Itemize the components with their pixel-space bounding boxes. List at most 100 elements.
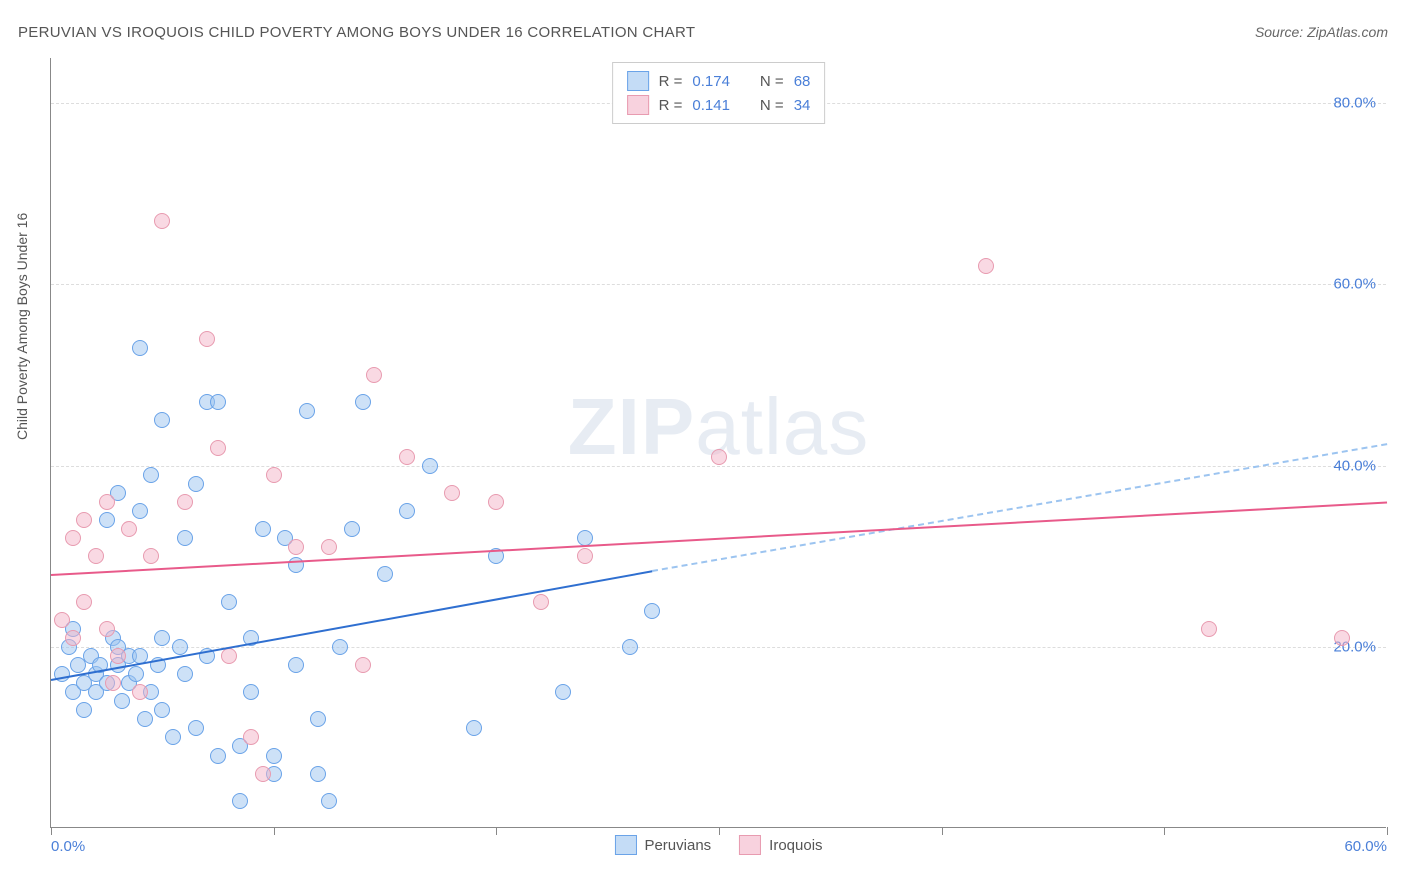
data-point	[555, 684, 571, 700]
data-point	[488, 494, 504, 510]
data-point	[177, 666, 193, 682]
data-point	[177, 530, 193, 546]
gridline-h	[51, 647, 1386, 648]
data-point	[199, 331, 215, 347]
legend-swatch	[739, 835, 761, 855]
n-label: N =	[760, 97, 784, 114]
data-point	[266, 467, 282, 483]
data-point	[299, 403, 315, 419]
n-label: N =	[760, 73, 784, 90]
chart-title: PERUVIAN VS IROQUOIS CHILD POVERTY AMONG…	[18, 24, 1388, 41]
data-point	[132, 684, 148, 700]
trend-line	[51, 502, 1387, 576]
data-point	[154, 702, 170, 718]
data-point	[154, 630, 170, 646]
data-point	[76, 702, 92, 718]
y-tick-label: 40.0%	[1333, 457, 1376, 474]
source-credit: Source: ZipAtlas.com	[1255, 24, 1388, 40]
data-point	[121, 521, 137, 537]
data-point	[154, 412, 170, 428]
data-point	[310, 711, 326, 727]
legend-swatch	[627, 71, 649, 91]
n-value: 34	[794, 97, 811, 114]
data-point	[622, 639, 638, 655]
chart-header: PERUVIAN VS IROQUOIS CHILD POVERTY AMONG…	[18, 24, 1388, 48]
x-tick	[1164, 827, 1165, 835]
data-point	[1334, 630, 1350, 646]
x-tick-label: 60.0%	[1344, 838, 1387, 855]
data-point	[210, 394, 226, 410]
data-point	[143, 467, 159, 483]
stats-legend: R = 0.174 N = 68 R = 0.141 N = 34	[612, 62, 826, 124]
x-tick	[942, 827, 943, 835]
data-point	[377, 566, 393, 582]
data-point	[232, 793, 248, 809]
data-point	[466, 720, 482, 736]
legend-swatch	[614, 835, 636, 855]
data-point	[321, 539, 337, 555]
data-point	[65, 630, 81, 646]
data-point	[355, 657, 371, 673]
gridline-h	[51, 466, 1386, 467]
x-tick	[51, 827, 52, 835]
data-point	[177, 494, 193, 510]
data-point	[577, 548, 593, 564]
data-point	[65, 530, 81, 546]
r-label: R =	[659, 73, 683, 90]
data-point	[243, 684, 259, 700]
series-legend: Peruvians Iroquois	[614, 835, 822, 855]
data-point	[266, 748, 282, 764]
data-point	[288, 539, 304, 555]
legend-label: Iroquois	[769, 837, 822, 854]
data-point	[128, 666, 144, 682]
data-point	[172, 639, 188, 655]
scatter-plot-area: ZIPatlas 20.0%40.0%60.0%80.0%0.0%60.0%R …	[50, 58, 1386, 828]
data-point	[99, 494, 115, 510]
data-point	[711, 449, 727, 465]
data-point	[99, 512, 115, 528]
data-point	[221, 594, 237, 610]
stats-legend-row: R = 0.141 N = 34	[627, 93, 811, 117]
data-point	[366, 367, 382, 383]
n-value: 68	[794, 73, 811, 90]
data-point	[332, 639, 348, 655]
x-tick	[496, 827, 497, 835]
legend-item: Peruvians	[614, 835, 711, 855]
y-axis-label: Child Poverty Among Boys Under 16	[14, 213, 30, 440]
data-point	[165, 729, 181, 745]
x-tick	[1387, 827, 1388, 835]
data-point	[321, 793, 337, 809]
x-tick	[719, 827, 720, 835]
data-point	[132, 503, 148, 519]
gridline-h	[51, 284, 1386, 285]
r-value: 0.141	[692, 97, 730, 114]
legend-item: Iroquois	[739, 835, 822, 855]
legend-label: Peruvians	[644, 837, 711, 854]
y-tick-label: 80.0%	[1333, 95, 1376, 112]
data-point	[76, 512, 92, 528]
data-point	[54, 612, 70, 628]
data-point	[210, 748, 226, 764]
data-point	[154, 213, 170, 229]
data-point	[243, 729, 259, 745]
data-point	[344, 521, 360, 537]
data-point	[143, 548, 159, 564]
r-value: 0.174	[692, 73, 730, 90]
data-point	[137, 711, 153, 727]
data-point	[399, 449, 415, 465]
data-point	[310, 766, 326, 782]
x-tick	[274, 827, 275, 835]
r-label: R =	[659, 97, 683, 114]
data-point	[444, 485, 460, 501]
data-point	[1201, 621, 1217, 637]
legend-swatch	[627, 95, 649, 115]
data-point	[255, 766, 271, 782]
data-point	[99, 621, 115, 637]
data-point	[210, 440, 226, 456]
data-point	[644, 603, 660, 619]
data-point	[105, 675, 121, 691]
data-point	[422, 458, 438, 474]
y-tick-label: 60.0%	[1333, 276, 1376, 293]
data-point	[88, 548, 104, 564]
data-point	[221, 648, 237, 664]
